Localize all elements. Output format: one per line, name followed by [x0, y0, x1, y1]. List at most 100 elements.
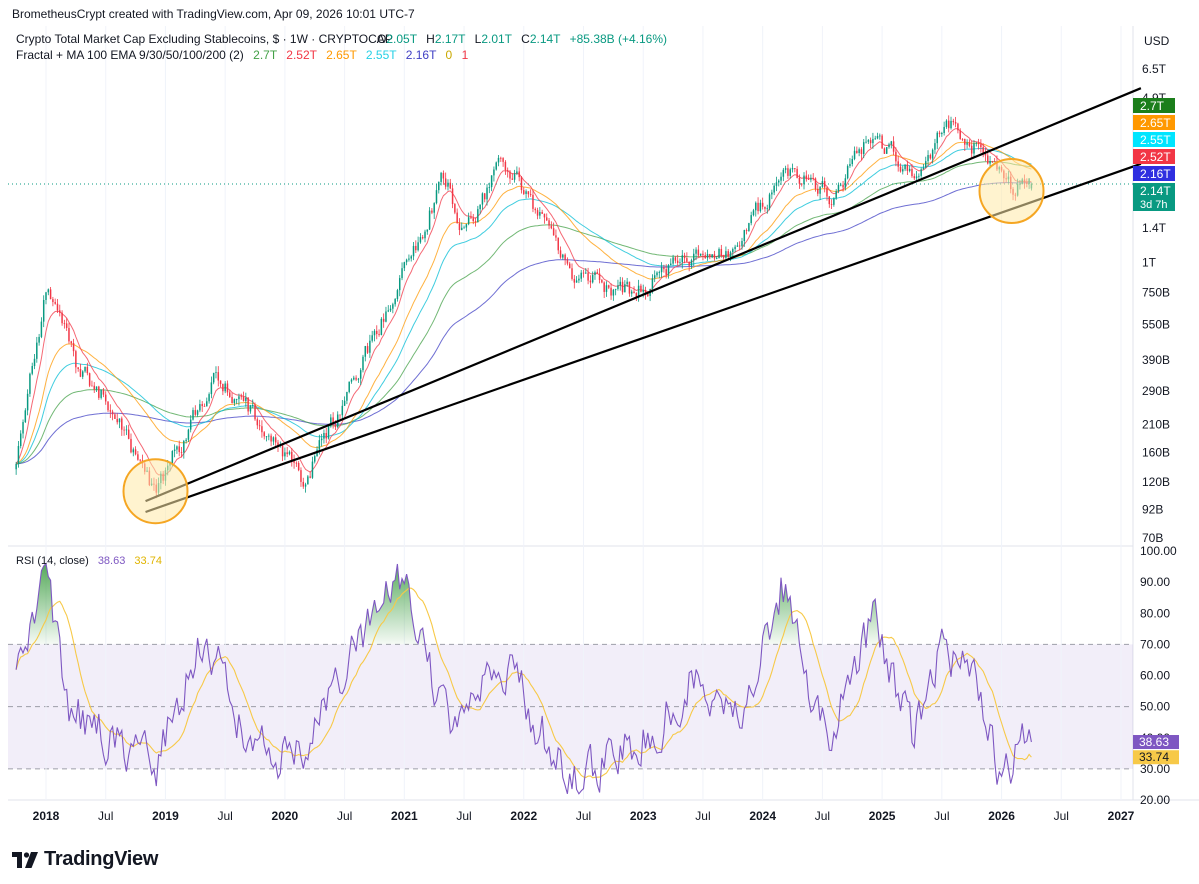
candle-body: [520, 177, 523, 191]
candle-body: [621, 281, 624, 293]
candle-body: [362, 356, 364, 371]
candle-body: [860, 149, 863, 154]
candle-body: [812, 178, 814, 179]
candle-body: [118, 418, 121, 423]
price-badge-text-1: 2.65T: [1140, 116, 1171, 130]
candle-body: [314, 456, 316, 462]
candle-body: [212, 372, 215, 383]
candle-body: [281, 445, 284, 457]
candle-body: [835, 191, 837, 199]
candle-body: [265, 436, 268, 438]
candle-body: [833, 198, 835, 205]
candle-body: [410, 256, 412, 259]
candle-body: [582, 272, 585, 274]
candle-body: [975, 142, 978, 144]
candle-body: [874, 138, 876, 140]
candle-body: [658, 272, 661, 273]
rsi-legend-value: 38.63: [98, 555, 126, 567]
candle-body: [844, 178, 847, 188]
candle-body: [394, 298, 396, 305]
chart-svg[interactable]: 6.5T4.9T1.4T1T750B550B390B290B210B160B12…: [0, 26, 1199, 830]
candle-body: [444, 178, 447, 187]
candle-body: [899, 166, 902, 172]
candle-body: [564, 254, 566, 260]
time-axis-label: Jul: [98, 809, 113, 823]
candle-body: [807, 179, 810, 181]
candle-body: [176, 446, 178, 450]
candle-body: [465, 224, 468, 228]
highlight-circles: [122, 157, 1045, 525]
candle-body: [676, 260, 679, 263]
candle-body: [17, 446, 20, 464]
candle-body: [849, 164, 851, 167]
candle-body: [589, 280, 592, 283]
candle-body: [483, 193, 486, 200]
price-badge-3: [1133, 149, 1175, 164]
rsi-badge-text-1: 33.74: [1139, 750, 1169, 764]
candle-body: [729, 252, 732, 257]
candle-body: [380, 318, 383, 335]
ema-line-ema100: [16, 161, 1032, 465]
candle-body: [527, 191, 530, 195]
candle-body: [959, 130, 961, 139]
candle-body: [15, 463, 17, 470]
candle-body: [653, 275, 656, 279]
c-label: C: [521, 32, 530, 46]
candle-body: [690, 260, 693, 266]
candle-body: [796, 168, 798, 178]
candle-body: [442, 172, 445, 179]
candle-body: [59, 310, 61, 313]
candle-body: [38, 336, 40, 343]
price-pane[interactable]: [8, 26, 1199, 801]
candle-body: [890, 141, 893, 145]
price-axis-label: 160B: [1142, 445, 1170, 459]
candle-body: [189, 419, 192, 430]
candle-body: [892, 141, 895, 152]
trendline-1: [145, 162, 1142, 514]
ohlc-readout: O2.05T H2.17T L2.01T C2.14T +85.38B (+4.…: [377, 32, 667, 46]
candle-body: [376, 330, 378, 335]
ema-line-ema200: [16, 182, 1032, 465]
candle-body: [40, 321, 43, 337]
candle-body: [771, 192, 773, 195]
candle-body: [539, 212, 541, 216]
candle-body: [782, 169, 785, 177]
candle-body: [100, 389, 102, 398]
candle-body: [908, 168, 911, 171]
candle-body: [493, 169, 495, 176]
candle-body: [800, 183, 803, 185]
ema-lines: [8, 128, 1133, 477]
candle-body: [272, 437, 275, 442]
candle-body: [472, 218, 474, 222]
candle-body: [651, 278, 654, 289]
candle-body: [132, 449, 135, 453]
candle-body: [768, 194, 771, 209]
candle-body: [180, 452, 183, 453]
candle-body: [77, 367, 79, 369]
candle-body: [720, 248, 723, 256]
candle-body: [217, 372, 220, 381]
candle-body: [258, 425, 261, 427]
candle-body: [550, 225, 553, 229]
candle-body: [635, 293, 638, 298]
candle-body: [555, 235, 557, 238]
candle-body: [934, 143, 936, 150]
candle-body: [215, 372, 217, 373]
candle-body: [183, 440, 185, 453]
candle-body: [102, 389, 105, 395]
tradingview-logo[interactable]: TradingView: [12, 848, 158, 871]
candle-body: [736, 245, 739, 247]
chart-area[interactable]: 6.5T4.9T1.4T1T750B550B390B290B210B160B12…: [0, 26, 1199, 830]
candle-body: [86, 366, 89, 374]
candle-body: [295, 462, 298, 464]
currency-label[interactable]: USD: [1144, 34, 1170, 48]
candle-body: [543, 213, 546, 218]
candle-body: [396, 290, 399, 299]
candle-body: [366, 346, 369, 353]
candle-body: [421, 237, 424, 239]
candle-body: [803, 175, 805, 185]
candle-body: [121, 418, 123, 430]
candle-body: [330, 417, 332, 427]
candle-body: [766, 208, 769, 210]
candle-body: [334, 424, 337, 428]
